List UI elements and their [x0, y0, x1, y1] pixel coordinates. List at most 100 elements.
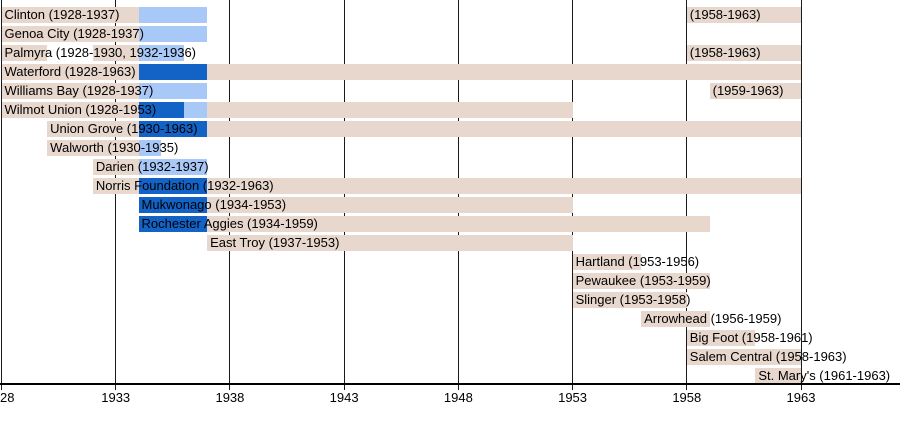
union-grove-label: Union Grove (1930-1963) [50, 121, 198, 136]
clinton-bar-segment-light_blue [138, 7, 208, 23]
gridline-1953 [572, 0, 574, 390]
wilmot-union-bar-segment-tan [1, 102, 139, 118]
waterford-label: Waterford (1928-1963) [4, 64, 136, 79]
wilmot-union-label: Wilmot Union (1928-1953) [4, 102, 157, 117]
waterford-bar-segment-tan [1, 64, 139, 80]
williams-bay-bar-segment-tan [709, 83, 801, 99]
darien-label: Darien (1932-1937) [95, 159, 209, 174]
gridline-1928 [1, 0, 2, 390]
palmyra-bar-segment-light_blue [138, 45, 185, 61]
norris-foundation-label: Norris Foundation (1932-1963) [95, 178, 274, 193]
st-marys-label: St. Mary's (1961-1963) [758, 368, 891, 383]
waterford-bar-segment-dark_blue [138, 64, 208, 80]
rochester-aggies-label: Rochester Aggies (1934-1959) [141, 216, 318, 231]
mukwonago-bar-segment-tan [207, 197, 573, 213]
salem-central-label: Salem Central (1958-1963) [689, 349, 847, 364]
darien-bar-segment-light_blue [138, 159, 208, 175]
genoa-city-label: Genoa City (1928-1937) [4, 26, 144, 41]
norris-foundation-bar-segment-tan [92, 178, 139, 194]
palmyra-label: Palmyra (1928-1930, 1932-1936) [4, 45, 197, 60]
palmyra-bar-segment-tan [1, 45, 48, 61]
st-marys-bar-segment-tan [755, 368, 801, 384]
rochester-aggies-bar-segment-dark_blue [138, 216, 208, 232]
x-axis-line [0, 383, 900, 385]
mukwonago-bar-segment-dark_blue [138, 197, 208, 213]
axis-tick-label-1943: 1943 [329, 390, 359, 405]
union-grove-bar-segment-dark_blue [138, 121, 208, 137]
williams-bay-label: Williams Bay (1928-1937) [4, 83, 154, 98]
arrowhead-bar-segment-tan [641, 311, 710, 327]
axis-tick-label-1948: 1948 [443, 390, 473, 405]
palmyra-bar-segment-tan [92, 45, 139, 61]
axis-tick-label-1958: 1958 [672, 390, 702, 405]
gridline-1948 [457, 0, 459, 390]
big-foot-bar-segment-tan [686, 330, 756, 346]
mukwonago-label: Mukwonago (1934-1953) [141, 197, 287, 212]
east-troy-label: East Troy (1937-1953) [210, 235, 340, 250]
gridline-1958 [686, 0, 688, 390]
walworth-bar-segment-light_blue [138, 140, 162, 156]
axis-tick-label-1933: 1933 [101, 390, 131, 405]
axis-tick-label-1963: 1963 [786, 390, 816, 405]
waterford-bar-segment-tan [207, 64, 801, 80]
arrowhead-label: Arrowhead (1956-1959) [644, 311, 782, 326]
clinton-label-2: (1958-1963) [689, 7, 761, 22]
pewaukee-bar-segment-tan [572, 273, 710, 289]
gridline-1933 [115, 0, 117, 390]
big-foot-label: Big Foot (1958-1961) [689, 330, 813, 345]
clinton-label: Clinton (1928-1937) [4, 7, 120, 22]
norris-foundation-bar-segment-tan [207, 178, 801, 194]
wilmot-union-bar-segment-light_blue [184, 102, 208, 118]
walworth-label: Walworth (1930-1935) [50, 140, 179, 155]
darien-bar-segment-tan [92, 159, 139, 175]
wilmot-union-bar-segment-tan [207, 102, 573, 118]
salem-central-bar-segment-tan [686, 349, 801, 365]
east-troy-bar-segment-tan [207, 235, 573, 251]
pewaukee-label: Pewaukee (1953-1959) [575, 273, 711, 288]
genoa-city-bar-segment-light_blue [138, 26, 208, 42]
palmyra-bar-segment-tan [686, 45, 801, 61]
rochester-aggies-bar-segment-tan [207, 216, 710, 232]
williams-bay-label-2: (1959-1963) [712, 83, 784, 98]
slinger-bar-segment-tan [572, 292, 687, 308]
axis-tick-label-1953: 1953 [558, 390, 588, 405]
axis-tick-label-1938: 1938 [215, 390, 245, 405]
williams-bay-bar-segment-tan [1, 83, 139, 99]
clinton-bar-segment-tan [1, 7, 139, 23]
slinger-label: Slinger (1953-1958) [575, 292, 691, 307]
union-grove-bar-segment-tan [47, 121, 139, 137]
clinton-bar-segment-tan [686, 7, 801, 23]
palmyra-label-2: (1958-1963) [689, 45, 761, 60]
gridline-1938 [229, 0, 231, 390]
union-grove-bar-segment-tan [207, 121, 801, 137]
walworth-bar-segment-tan [47, 140, 139, 156]
gridline-1943 [343, 0, 345, 390]
axis-tick-label-1928: 28 [0, 390, 15, 405]
gridline-1963 [800, 0, 802, 390]
hartland-bar-segment-tan [572, 254, 642, 270]
williams-bay-bar-segment-light_blue [138, 83, 208, 99]
norris-foundation-bar-segment-dark_blue [138, 178, 208, 194]
genoa-city-bar-segment-tan [1, 26, 139, 42]
